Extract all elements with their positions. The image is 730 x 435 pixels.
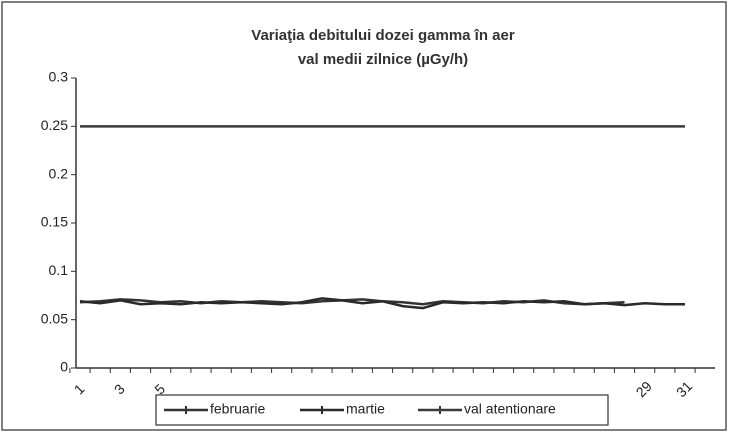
chart-title: Variaţia debitului dozei gamma în aer [251,27,515,44]
y-tick-label: 0.25 [41,117,68,133]
y-tick-label: 0.2 [49,165,69,181]
y-tick-label: 0.1 [49,262,69,278]
legend-box [155,394,609,426]
y-tick-label: 0.05 [41,310,68,326]
y-tick-label: 0 [60,359,68,375]
chart-subtitle: val medii zilnice (µGy/h) [298,51,468,68]
series-line [79,297,685,310]
legend-label: val atentionare [464,401,556,417]
y-tick-label: 0.3 [49,69,69,85]
legend-label: februarie [210,401,265,417]
legend-label: martie [346,401,385,417]
y-tick-label: 0.15 [41,214,68,230]
